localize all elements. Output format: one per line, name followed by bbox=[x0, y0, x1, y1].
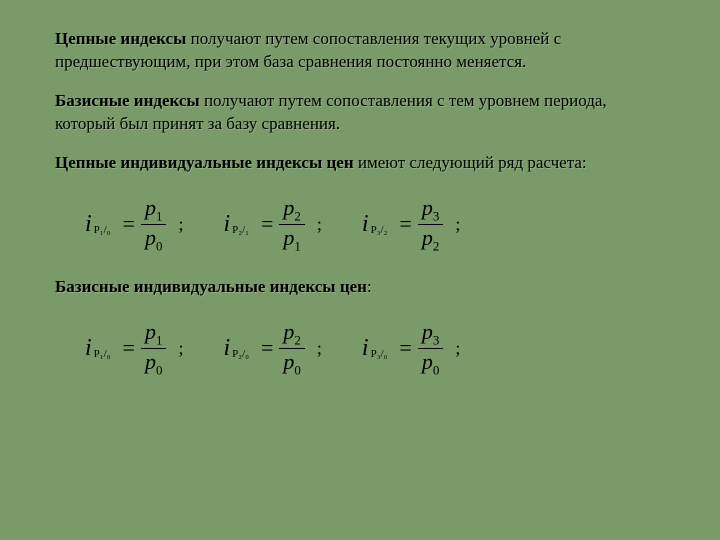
text-base-formula-intro: : bbox=[367, 277, 372, 296]
slide-content: Цепные индексы получают путем сопоставле… bbox=[0, 0, 720, 420]
chain-formula-1: iP₁/₀ = p1 p0 ; bbox=[85, 195, 183, 254]
base-formula-3: iP₃/₀ = p3 p0 ; bbox=[362, 319, 460, 378]
text-chain-formula-intro: имеют следующий ряд расчета: bbox=[354, 153, 587, 172]
term-chain: Цепные индексы bbox=[55, 29, 186, 48]
base-formula-2: iP₂/₀ = p2 p0 ; bbox=[223, 319, 321, 378]
paragraph-base-def: Базисные индексы получают путем сопостав… bbox=[55, 90, 670, 136]
chain-formula-2: iP₂/₁ = p2 p1 ; bbox=[223, 195, 321, 254]
chain-formulas: iP₁/₀ = p1 p0 ; iP₂/₁ = p2 p1 ; iP₃/₂ = … bbox=[85, 195, 670, 254]
paragraph-base-formula-intro: Базисные индивидуальные индексы цен: bbox=[55, 276, 670, 299]
base-formulas: iP₁/₀ = p1 p0 ; iP₂/₀ = p2 p0 ; iP₃/₀ = … bbox=[85, 319, 670, 378]
paragraph-chain-def: Цепные индексы получают путем сопоставле… bbox=[55, 28, 670, 74]
paragraph-chain-formula-intro: Цепные индивидуальные индексы цен имеют … bbox=[55, 152, 670, 175]
term-base-individual: Базисные индивидуальные индексы цен bbox=[55, 277, 367, 296]
term-chain-individual: Цепные индивидуальные индексы цен bbox=[55, 153, 354, 172]
chain-formula-3: iP₃/₂ = p3 p2 ; bbox=[362, 195, 460, 254]
term-base: Базисные индексы bbox=[55, 91, 200, 110]
base-formula-1: iP₁/₀ = p1 p0 ; bbox=[85, 319, 183, 378]
